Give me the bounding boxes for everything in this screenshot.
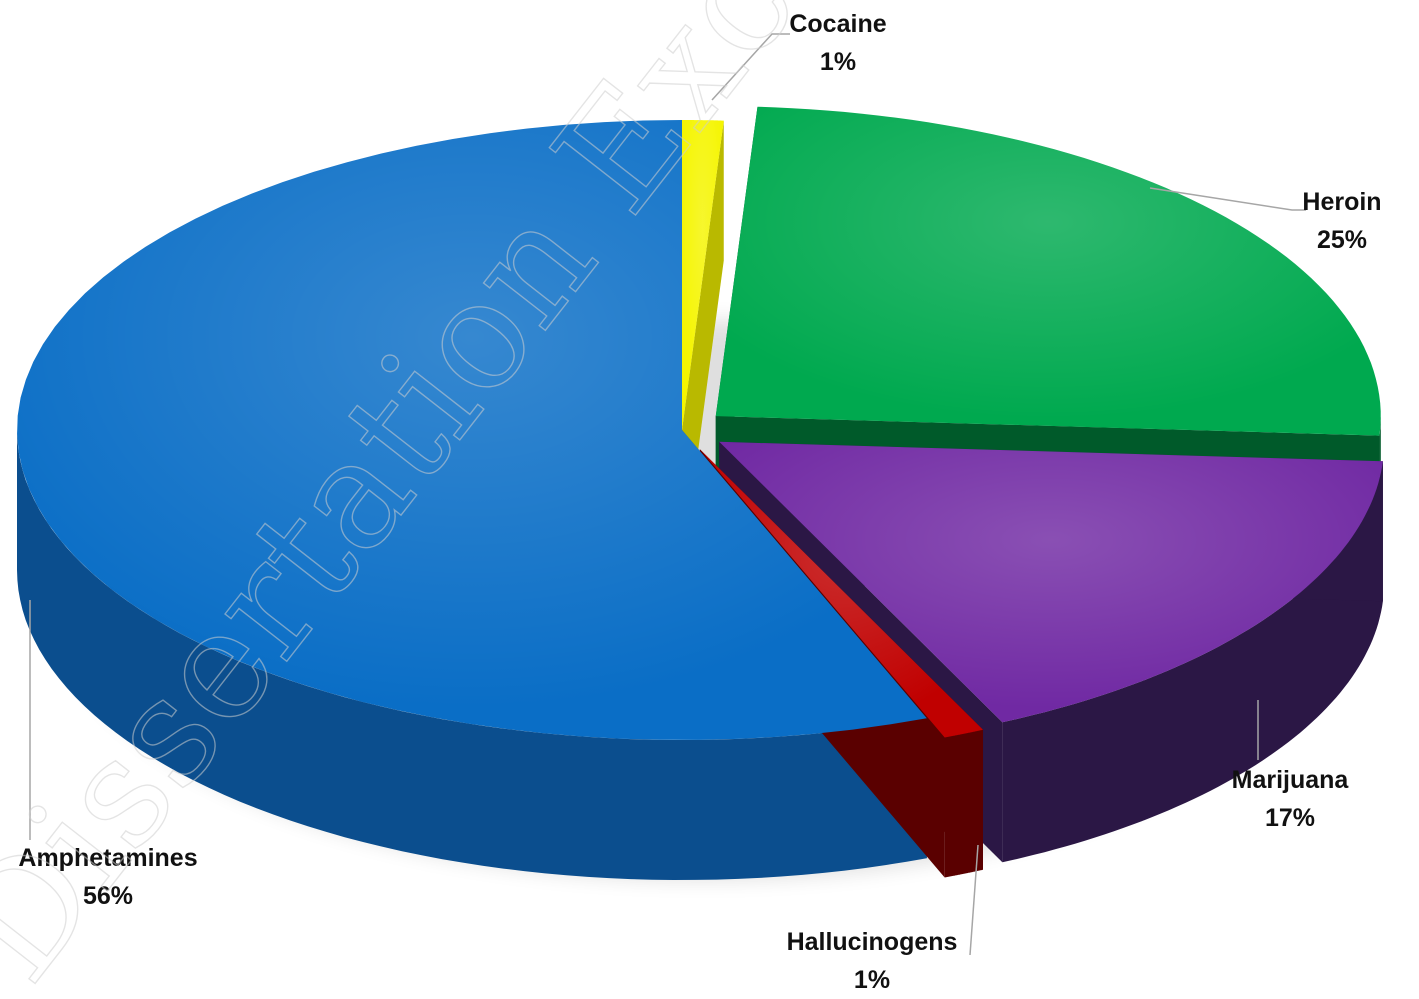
data-label-name-amphetamines: Amphetamines bbox=[18, 844, 197, 872]
slice-side-marijuana bbox=[1002, 461, 1383, 863]
data-label-value-amphetamines: 56% bbox=[83, 882, 133, 910]
data-label-name-marijuana: Marijuana bbox=[1232, 766, 1350, 794]
slice-gloss-heroin bbox=[715, 106, 1381, 436]
slice-gloss-amphetamines bbox=[17, 120, 927, 740]
leader-line-hallucinogens bbox=[969, 844, 979, 956]
data-label-name-cocaine: Cocaine bbox=[789, 10, 886, 38]
data-label-value-heroin: 25% bbox=[1317, 226, 1367, 254]
leader-line-cocaine bbox=[711, 33, 790, 101]
data-label-name-hallucinogens: Hallucinogens bbox=[787, 928, 958, 956]
data-label-name-heroin: Heroin bbox=[1302, 188, 1381, 216]
slice-side-amphetamines bbox=[17, 430, 927, 880]
slice-gloss-marijuana bbox=[719, 441, 1383, 723]
data-label-value-cocaine: 1% bbox=[820, 48, 856, 76]
data-label-value-hallucinogens: 1% bbox=[854, 966, 890, 994]
slice-gloss-cocaine bbox=[682, 120, 724, 430]
leader-line-heroin bbox=[1149, 187, 1306, 211]
slice-gloss-hallucinogens bbox=[699, 449, 983, 738]
data-label-value-marijuana: 17% bbox=[1265, 804, 1315, 832]
